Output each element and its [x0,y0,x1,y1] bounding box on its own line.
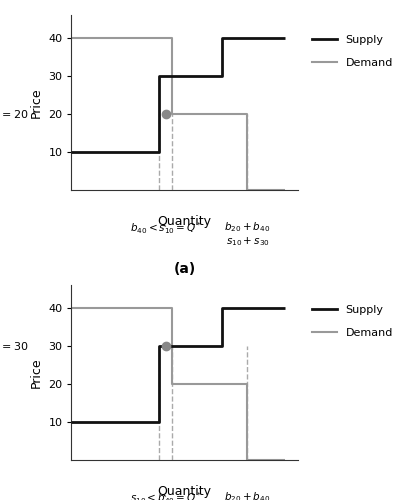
X-axis label: Quantity: Quantity [158,214,212,228]
Legend: Supply, Demand: Supply, Demand [312,34,393,68]
Text: (a): (a) [173,262,196,276]
Text: $P^*= 20$: $P^*= 20$ [0,106,29,122]
Y-axis label: Price: Price [30,358,43,388]
X-axis label: Quantity: Quantity [158,485,212,498]
Text: $b_{40} < s_{10} = Q^*$: $b_{40} < s_{10} = Q^*$ [129,220,202,236]
Text: $s_{10}+s_{30}$: $s_{10}+s_{30}$ [225,236,270,248]
Text: $P^*= 30$: $P^*= 30$ [0,338,29,354]
Text: $b_{20}+b_{40}$: $b_{20}+b_{40}$ [224,490,271,500]
Text: $b_{20}+b_{40}$: $b_{20}+b_{40}$ [224,220,271,234]
Legend: Supply, Demand: Supply, Demand [312,305,393,338]
Text: $s_{10} < b_{40} = Q^*$: $s_{10} < b_{40} = Q^*$ [129,490,202,500]
Y-axis label: Price: Price [30,87,43,118]
